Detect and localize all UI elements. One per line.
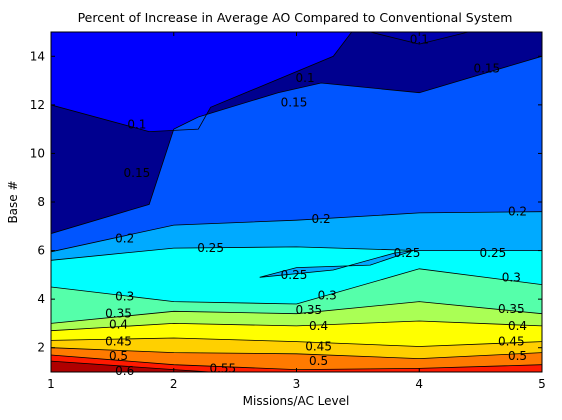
contour-label: 0.1 — [127, 117, 146, 131]
x-axis-label: Missions/AC Level — [243, 394, 350, 408]
y-tick-label: 6 — [37, 244, 45, 258]
plot-area: 0.6 0.550.5 0.5 0.50.45 0.45 0.450.4 0.4 0.40.3… — [50, 31, 543, 378]
contour-label: 0.4 — [508, 319, 527, 333]
y-tick-label: 8 — [37, 195, 45, 209]
contour-line — [51, 32, 353, 133]
x-tick-label: 2 — [170, 377, 178, 391]
y-tick-label: 4 — [37, 292, 45, 306]
contour-label: 0.2 — [508, 205, 527, 219]
contour-band — [51, 355, 542, 372]
contour-lines — [51, 32, 542, 372]
x-axis: 1 2 3 4 5 — [47, 32, 546, 391]
contour-label: 0.25 — [281, 268, 308, 282]
x-tick-label: 5 — [538, 377, 546, 391]
contour-label: 0.4 — [109, 318, 128, 332]
contour-label: 0.6 — [115, 364, 134, 378]
y-tick-label: 12 — [30, 98, 45, 112]
y-axis: 2 4 6 8 10 12 14 — [30, 49, 542, 355]
contour-label: 0.2 — [312, 212, 331, 226]
contour-label: 0.45 — [498, 335, 525, 349]
contour-label: 0.25 — [480, 246, 507, 260]
y-tick-label: 14 — [30, 49, 45, 63]
contour-label: 0.3 — [318, 289, 337, 303]
contour-island — [259, 250, 414, 278]
contour-band — [370, 32, 469, 45]
contour-label: 0.15 — [281, 95, 308, 109]
contour-label: 0.25 — [197, 241, 224, 255]
contour-line — [51, 301, 542, 324]
contour-label: 0.55 — [209, 361, 236, 375]
contour-label: 0.15 — [473, 61, 500, 75]
contour-line — [370, 32, 469, 45]
contour-bands — [51, 32, 542, 372]
y-tick-label: 2 — [37, 341, 45, 355]
contour-line — [259, 250, 414, 278]
contour-line — [51, 55, 542, 234]
contour-band — [51, 32, 352, 132]
contour-label: 0.5 — [508, 349, 527, 363]
contour-label: 0.35 — [295, 303, 322, 317]
contour-label: 0.1 — [296, 71, 315, 85]
contour-line — [51, 337, 542, 347]
x-tick-label: 1 — [47, 377, 55, 391]
x-tick-label: 4 — [415, 377, 423, 391]
contour-label: 0.5 — [309, 354, 328, 368]
contour-band — [51, 361, 211, 372]
y-axis-label: Base # — [6, 180, 20, 223]
contour-labels: 0.6 0.550.5 0.5 0.50.45 0.45 0.450.4 0.4 0.40.3… — [105, 32, 527, 378]
contour-label: 0.4 — [309, 319, 328, 333]
contour-label: 0.35 — [498, 302, 525, 316]
contour-label: 0.5 — [109, 349, 128, 363]
contour-line — [51, 246, 542, 261]
contour-label: 0.25 — [394, 246, 421, 260]
chart-title: Percent of Increase in Average AO Compar… — [78, 10, 513, 25]
contour-label: 0.35 — [105, 307, 132, 321]
contour-label: 0.45 — [305, 340, 332, 354]
contour-line — [51, 320, 542, 332]
contour-label: 0.45 — [105, 335, 132, 349]
contour-line — [51, 268, 542, 305]
contour-label: 0.15 — [124, 166, 151, 180]
contour-line — [51, 211, 542, 253]
contour-label: 0.1 — [410, 32, 429, 46]
contour-label: 0.3 — [502, 270, 521, 284]
contour-label: 0.3 — [115, 290, 134, 304]
contour-label: 0.2 — [115, 231, 134, 245]
x-tick-label: 3 — [293, 377, 301, 391]
contour-line — [51, 347, 542, 360]
y-tick-label: 10 — [30, 146, 45, 160]
